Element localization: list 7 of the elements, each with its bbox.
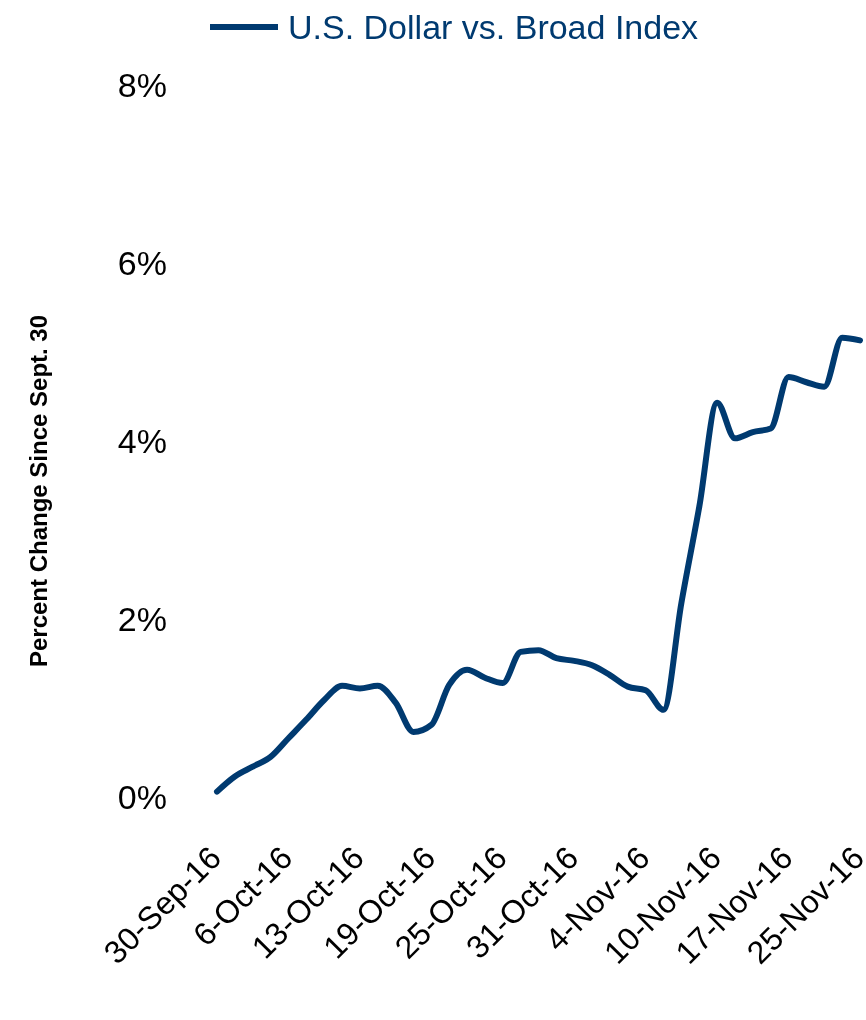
y-tick-label: 8% [117,65,167,104]
y-axis-title: Percent Change Since Sept. 30 [25,314,52,668]
y-tick-label: 6% [117,243,167,282]
legend-label: U.S. Dollar vs. Broad Index [288,7,699,46]
y-tick-label: 0% [117,777,167,816]
y-tick-label: 4% [117,421,167,460]
y-tick-label: 2% [117,599,167,638]
